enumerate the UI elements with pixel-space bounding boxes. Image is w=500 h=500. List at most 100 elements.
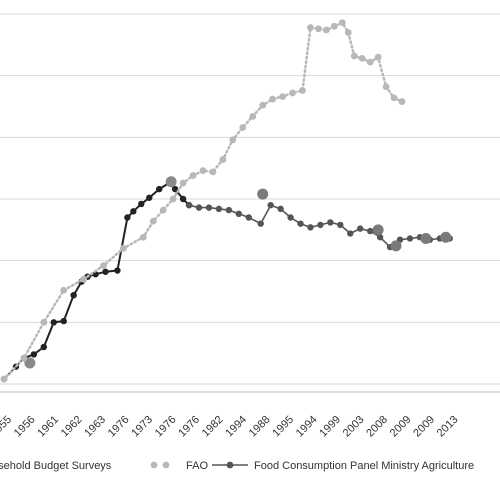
x-tick-label: 1961 (35, 414, 61, 440)
data-point (102, 268, 109, 275)
legend-label: Food Consumption Panel Ministry Agricult… (254, 460, 474, 472)
x-tick-label: 1956 (12, 414, 38, 440)
data-point (169, 195, 177, 203)
data-point (92, 271, 99, 278)
data-point (70, 292, 77, 299)
data-point (338, 19, 346, 27)
data-point (215, 205, 223, 213)
data-point (189, 172, 197, 179)
x-tick-label: 1995 (270, 414, 296, 440)
gridlines (0, 13, 500, 393)
data-point (330, 22, 338, 30)
data-point (350, 52, 358, 60)
data-point (199, 167, 207, 175)
data-point (245, 214, 252, 221)
data-point (267, 201, 274, 209)
data-point (130, 208, 137, 215)
data-point (382, 83, 390, 91)
data-point-large (420, 232, 432, 244)
data-point (60, 286, 68, 294)
x-tick-label: 1994 (294, 414, 320, 440)
data-point (20, 354, 28, 362)
data-point (366, 227, 374, 235)
x-tick-label: 1962 (59, 414, 85, 440)
data-point (159, 206, 167, 214)
data-point (249, 112, 257, 120)
x-tick-label: 1976 (176, 414, 202, 440)
series-layer (0, 19, 453, 383)
data-point (239, 124, 247, 131)
data-point (366, 58, 374, 66)
data-point (398, 98, 406, 105)
data-point (344, 29, 352, 36)
data-point (205, 204, 213, 211)
data-point (179, 195, 187, 203)
data-point (289, 89, 296, 97)
data-point (50, 319, 57, 326)
x-tick-labels: 1955195619611962196319761973197619761982… (0, 414, 461, 440)
data-point (327, 219, 334, 226)
data-point (185, 201, 193, 209)
data-point (299, 87, 306, 94)
data-point (259, 101, 267, 109)
data-point (297, 220, 304, 227)
data-point (146, 194, 153, 201)
data-point (171, 185, 179, 193)
series-1 (0, 19, 406, 383)
legend-label: FAO (186, 460, 208, 472)
legend-label: Household Budget Surveys (0, 460, 112, 472)
x-tick-label: 1976 (153, 414, 179, 440)
x-tick-label: 2013 (435, 414, 461, 440)
legend-marker (162, 461, 170, 469)
data-point (307, 24, 314, 31)
data-point (179, 179, 187, 187)
data-point (60, 317, 67, 325)
data-point-large (390, 240, 402, 252)
x-tick-label: 1973 (129, 414, 155, 440)
data-point (269, 95, 277, 103)
data-point (357, 225, 364, 232)
data-point (277, 205, 284, 213)
data-point (337, 221, 344, 229)
data-point (156, 185, 163, 193)
series-2 (185, 188, 453, 252)
data-point (229, 136, 237, 144)
legend: Household Budget Surveys FAO Food Consumpt… (0, 460, 474, 472)
data-point (114, 267, 121, 274)
data-point-large (372, 224, 384, 236)
x-tick-label: 2009 (388, 414, 414, 440)
data-point-large (165, 176, 177, 188)
x-tick-label: 1999 (317, 414, 343, 440)
x-tick-label: 2003 (341, 414, 367, 440)
data-point (376, 234, 384, 241)
data-point (124, 214, 131, 221)
x-tick-label: 1976 (106, 414, 132, 440)
data-point (195, 204, 203, 211)
x-tick-label: 2008 (364, 414, 390, 440)
data-point (322, 26, 330, 34)
data-point (225, 206, 233, 214)
data-point (120, 244, 127, 252)
x-tick-label: 1988 (247, 414, 273, 440)
data-point (279, 93, 286, 101)
data-point-large (440, 231, 452, 243)
data-point (307, 224, 314, 231)
data-point (219, 156, 227, 163)
data-point (138, 200, 145, 208)
data-point (257, 220, 264, 227)
x-tick-label: 1994 (223, 414, 249, 440)
legend-marker (150, 461, 158, 469)
data-point (317, 221, 324, 229)
data-point (40, 343, 47, 351)
data-point (209, 168, 217, 176)
data-point (30, 351, 38, 358)
data-point (390, 94, 398, 102)
data-point (139, 233, 147, 241)
data-point-large (257, 188, 269, 200)
x-tick-label: 1955 (0, 414, 14, 440)
data-point (235, 210, 243, 217)
data-point (80, 275, 87, 283)
data-point (315, 25, 322, 33)
x-tick-label: 1982 (200, 414, 226, 440)
